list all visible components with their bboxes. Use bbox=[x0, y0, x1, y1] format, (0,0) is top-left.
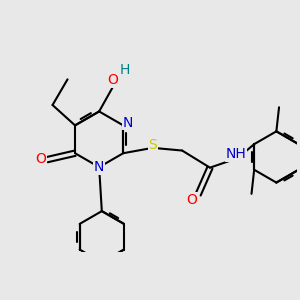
Text: N: N bbox=[122, 116, 133, 130]
Text: H: H bbox=[120, 63, 130, 77]
Text: N: N bbox=[94, 160, 104, 174]
Text: O: O bbox=[186, 193, 197, 207]
Text: O: O bbox=[108, 74, 118, 87]
Text: S: S bbox=[148, 138, 157, 152]
Text: O: O bbox=[35, 152, 46, 166]
Text: NH: NH bbox=[225, 147, 246, 161]
